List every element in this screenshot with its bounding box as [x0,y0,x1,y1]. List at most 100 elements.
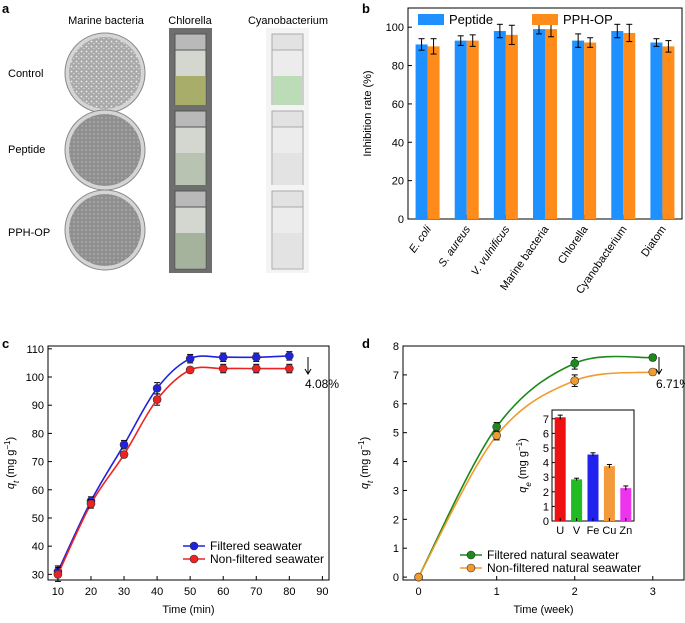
y-axis-title-part: q [359,482,371,489]
data-point [86,499,96,509]
data-point [218,364,228,373]
column-header-chlorella: Chlorella [168,15,212,27]
inset-bar-u [554,417,566,521]
y-axis-title-part: (mg g [359,450,371,481]
data-point [119,450,129,459]
x-tick-label: 30 [118,586,130,598]
bar-pph-op [584,42,597,220]
x-tick-label: S. aureus [436,223,473,269]
inset-x-tick-label: Fe [587,525,600,537]
row-label-control: Control [8,68,43,80]
inset-x-tick-label: V [573,525,581,537]
data-point [285,364,294,373]
legend-label: Filtered seawater [210,539,302,553]
x-tick-label: 50 [184,586,196,598]
vial-liquid [273,153,302,188]
legend-marker [189,541,199,551]
y-tick-label: 30 [32,569,44,581]
x-axis-title: Time (min) [162,604,214,616]
inset-bar-v [571,479,583,521]
panel-b-label: b [362,1,370,16]
annotation-arrowhead [655,368,663,375]
inset-y-tick-label: 4 [543,458,549,470]
y-tick-label: 70 [32,457,44,469]
y-axis-title: qt (mg g−1) [3,437,21,489]
bar-peptide [415,44,428,220]
inset-y-tick-label: 3 [543,472,549,484]
petri-dish-culture [69,37,141,109]
y-tick-label: 8 [393,341,399,353]
bar-pph-op [466,40,479,219]
data-point [648,367,658,377]
y-tick-label: 80 [392,61,404,73]
bar-pph-op [505,34,518,219]
legend-label: PPH-OP [563,12,613,27]
bar-pph-op [545,29,557,219]
legend-swatch [418,14,444,25]
y-tick-label: 60 [32,485,44,497]
inset-bar-cu [603,466,615,521]
column-header-cyanobacterium: Cyanobacterium [248,15,328,27]
inset-y-axis-title-part: e [524,482,533,487]
y-axis-title-part: −1 [357,440,366,450]
series-line-0 [417,355,653,578]
x-tick-label: Chlorella [556,223,591,266]
panel-a: a Marine bacteria Chlorella Cyanobacteri… [2,1,328,273]
panel-a-label: a [2,1,10,16]
panel-c: c 10 20 30 40 50 60 70 80 90 30 40 50 60 70 80 90 100 110… [2,336,339,616]
petri-dish-culture [69,194,141,266]
bar-peptide [611,31,624,219]
y-tick-label: 7 [393,370,399,382]
x-tick-label: 3 [650,586,656,598]
plot-frame [47,345,330,581]
y-axis-title: Inhibition rate (%) [362,70,374,156]
inset-bar-zn [620,488,632,521]
x-tick-label: V. vulnificus [469,223,512,278]
y-tick-label: 100 [26,372,44,384]
y-tick-label: 0 [393,572,399,584]
x-tick-label: 80 [283,586,295,598]
inset-x-tick-label: Zn [619,525,632,537]
y-tick-label: 50 [32,513,44,525]
y-tick-label: 40 [32,541,44,553]
legend-label: Filtered natural seawater [487,548,619,562]
series-line-1 [417,371,653,578]
legend-label: Non-filtered natural seawater [487,561,641,575]
annotation-label: 6.71% [656,377,685,391]
inset-y-tick-label: 5 [543,443,549,455]
data-point [152,383,162,393]
panel-d-label: d [362,336,370,351]
x-tick-label: 0 [416,586,422,598]
column-header-marine-bacteria: Marine bacteria [68,15,145,27]
bar-peptide [650,42,663,220]
data-point [218,352,228,362]
y-tick-label: 100 [386,22,404,34]
y-tick-label: 1 [393,543,399,555]
data-point [185,365,195,375]
y-tick-label: 3 [393,485,399,497]
y-axis-title-part: t [12,480,21,483]
x-tick-label: 10 [52,586,64,598]
legend-label: Non-filtered seawater [210,552,324,566]
data-point [414,572,423,582]
x-tick-label: 40 [151,586,163,598]
annotation-label: 4.08% [305,377,339,391]
y-tick-label: 6 [393,399,399,411]
y-tick-label: 60 [392,99,404,111]
x-tick-label: 60 [217,586,229,598]
bar-peptide [572,40,585,219]
y-axis-title-part: (mg g [5,450,17,481]
inset-x-tick-label: Cu [602,525,616,537]
x-axis-title: Time (week) [513,604,573,616]
y-tick-label: 20 [392,176,404,188]
x-tick-label: 70 [250,586,262,598]
vial-liquid [176,233,205,268]
vial-liquid [176,153,205,188]
legend-marker [189,554,199,564]
y-tick-label: 110 [26,344,44,356]
data-point [185,354,195,363]
data-point [285,351,294,361]
data-point [648,353,658,362]
